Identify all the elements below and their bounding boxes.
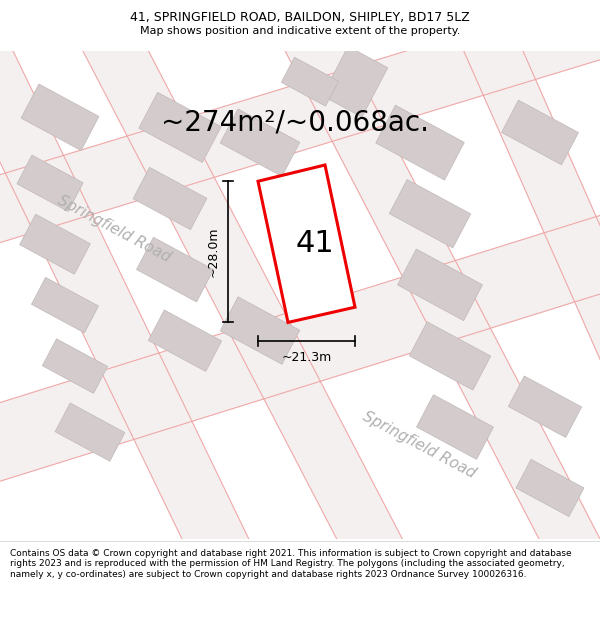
Polygon shape [74,7,406,573]
Polygon shape [409,322,491,390]
Polygon shape [43,339,107,393]
Polygon shape [220,297,300,364]
Polygon shape [0,0,600,256]
Text: 41, SPRINGFIELD ROAD, BAILDON, SHIPLEY, BD17 5LZ: 41, SPRINGFIELD ROAD, BAILDON, SHIPLEY, … [130,11,470,24]
Polygon shape [133,168,207,230]
Polygon shape [21,84,99,151]
Text: ~28.0m: ~28.0m [207,227,220,277]
Text: Springfield Road: Springfield Road [55,193,173,265]
Polygon shape [139,92,221,162]
Polygon shape [258,165,355,322]
Polygon shape [376,105,464,180]
Polygon shape [389,179,471,248]
Polygon shape [416,394,493,459]
Text: Map shows position and indicative extent of the property.: Map shows position and indicative extent… [140,26,460,36]
Polygon shape [502,100,578,165]
Polygon shape [0,18,257,582]
Polygon shape [275,8,600,572]
Text: ~274m²/~0.068ac.: ~274m²/~0.068ac. [161,108,429,136]
Polygon shape [516,459,584,517]
Polygon shape [508,376,581,438]
Polygon shape [455,9,600,530]
Text: Springfield Road: Springfield Road [360,409,478,481]
Polygon shape [17,155,83,211]
Polygon shape [20,214,91,274]
Polygon shape [55,403,125,461]
Polygon shape [281,58,338,106]
Polygon shape [148,310,221,371]
Polygon shape [0,202,600,494]
Text: Contains OS data © Crown copyright and database right 2021. This information is : Contains OS data © Crown copyright and d… [10,549,572,579]
Polygon shape [220,109,300,176]
Text: ~21.3m: ~21.3m [281,351,332,364]
Text: 41: 41 [295,229,334,259]
Polygon shape [137,238,214,302]
Polygon shape [31,278,98,333]
Polygon shape [398,249,482,321]
Polygon shape [322,46,388,117]
